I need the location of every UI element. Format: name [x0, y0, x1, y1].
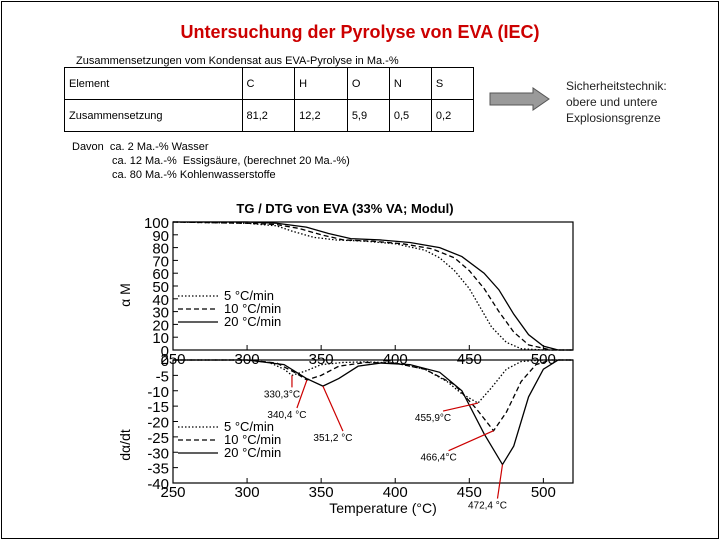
- safety-line: Explosionsgrenze: [566, 111, 661, 125]
- tg-series-line: [172, 221, 573, 351]
- table-cell: 5,9: [346, 99, 390, 132]
- dtg-series-line: [173, 359, 573, 466]
- annotation-label: 330,3°C: [264, 389, 300, 400]
- table-cell: 81,2: [241, 99, 296, 132]
- tg-y-tick-label: 50: [152, 279, 169, 296]
- dtg-y-tick-label: -30: [147, 445, 169, 462]
- table-header-cell: S: [430, 67, 475, 100]
- composition-note: Davon ca. 2 Ma.-% Wasser ca. 12 Ma.-% Es…: [72, 140, 350, 182]
- note-line: Davon ca. 2 Ma.-% Wasser: [72, 141, 209, 153]
- dtg-series-line: [173, 359, 573, 404]
- table-row: Zusammensetzung 81,2 12,2 5,9 0,5 0,2: [64, 99, 475, 132]
- table-header-cell: Element: [64, 67, 243, 100]
- tg-x-tick-label: 450: [457, 351, 482, 368]
- note-line: ca. 80 Ma.-% Kohlenwasserstoffe: [112, 169, 276, 181]
- dtg-x-tick-label: 400: [383, 484, 408, 501]
- annotation-label: 351,2 °C: [313, 433, 352, 444]
- dtg-y-tick-label: -5: [156, 368, 169, 385]
- tg-y-tick-label: 90: [152, 228, 169, 245]
- dtg-legend-label: 10 °C/min: [224, 432, 281, 447]
- table-header-cell: N: [388, 67, 432, 100]
- tg-dtg-chart: TG / DTG von EVA (33% VA; Modul) 0102030…: [117, 201, 574, 516]
- tg-y-tick-label: 20: [152, 317, 169, 334]
- tg-y-tick-label: 80: [152, 241, 169, 258]
- table-cell: Zusammensetzung: [64, 99, 243, 132]
- annotation-pointer: [322, 385, 344, 432]
- dtg-y-tick-label: -25: [147, 430, 169, 447]
- tg-legend-label: 10 °C/min: [224, 301, 281, 316]
- dtg-y-tick-label: 0: [161, 353, 169, 370]
- table-header-cell: H: [294, 67, 348, 100]
- note-line: ca. 12 Ma.-% Essigsäure, (berechnet 20 M…: [112, 155, 350, 167]
- dtg-x-tick-label: 450: [457, 484, 482, 501]
- table-cell: 12,2: [294, 99, 348, 132]
- dtg-y-tick-label: -20: [147, 415, 169, 432]
- composition-table: Element C H O N S Zusammensetzung 81,2 1…: [64, 67, 475, 132]
- peak-annotations: 330,3°C 340,4 °C 351,2 °C 455,9°C 466,4°C 472…: [264, 375, 507, 512]
- table-cell: 0,2: [430, 99, 475, 132]
- annotation-label: 455,9°C: [415, 413, 451, 424]
- dtg-y-tick-label: -10: [147, 384, 169, 401]
- tg-y-tick-label: 60: [152, 266, 169, 283]
- dtg-legend-label: 20 °C/min: [224, 445, 281, 460]
- dtg-series-line: [173, 359, 573, 432]
- annotation-label: 472,4 °C: [468, 501, 507, 512]
- dtg-ylabel: dα/dt: [117, 429, 133, 461]
- dtg-y-tick-label: -40: [147, 476, 169, 493]
- tg-x-tick-label: 350: [309, 351, 334, 368]
- tg-ylabel: α M: [117, 283, 133, 307]
- tg-legend-label: 20 °C/min: [224, 314, 281, 329]
- tg-y-tick-label: 70: [152, 253, 169, 270]
- tg-series-line: [172, 221, 573, 351]
- table-header-cell: O: [346, 67, 390, 100]
- tg-series: [172, 221, 573, 351]
- table-cell: 0,5: [388, 99, 432, 132]
- dtg-series: [173, 359, 573, 466]
- tg-y-tick-label: 0: [161, 343, 169, 360]
- annotation-label: 340,4 °C: [267, 410, 306, 421]
- tg-legend-label: 5 °C/min: [224, 288, 274, 303]
- tg-x-tick-label: 400: [383, 351, 408, 368]
- safety-line: obere und untere: [566, 95, 658, 109]
- dtg-x-tick-label: 300: [235, 484, 260, 501]
- table-caption: Zusammensetzungen vom Kondensat aus EVA-…: [76, 55, 399, 67]
- dtg-legend-label: 5 °C/min: [224, 419, 274, 434]
- tg-series-line: [173, 221, 573, 351]
- annotation-pointer: [496, 464, 504, 499]
- tg-y-tick-label: 100: [144, 215, 169, 232]
- x-axis-label: Temperature (°C): [329, 500, 437, 516]
- table-header-cell: C: [241, 67, 296, 100]
- tg-y-tick-label: 10: [152, 330, 169, 347]
- annotation-pointer: [296, 379, 308, 409]
- tg-y-tick-label: 40: [152, 292, 169, 309]
- dtg-y-tick-label: -35: [147, 461, 169, 478]
- dtg-y-tick-label: -15: [147, 399, 169, 416]
- tg-y-tick-label: 30: [152, 305, 169, 322]
- dtg-x-tick-label: 500: [531, 484, 556, 501]
- annotation-label: 466,4°C: [420, 453, 456, 464]
- safety-line: Sicherheitstechnik:: [566, 79, 667, 93]
- safety-note: Sicherheitstechnik: obere und untere Exp…: [566, 78, 716, 126]
- annotation-pointer: [442, 402, 479, 412]
- dtg-x-tick-label: 250: [160, 484, 185, 501]
- arrow-right-icon: [489, 87, 550, 111]
- annotation-pointer: [448, 430, 494, 452]
- dtg-x-tick-label: 350: [309, 484, 334, 501]
- page-title: Untersuchung der Pyrolyse von EVA (IEC): [180, 22, 540, 42]
- chart-title: TG / DTG von EVA (33% VA; Modul): [236, 201, 453, 216]
- table-header-row: Element C H O N S: [64, 67, 475, 100]
